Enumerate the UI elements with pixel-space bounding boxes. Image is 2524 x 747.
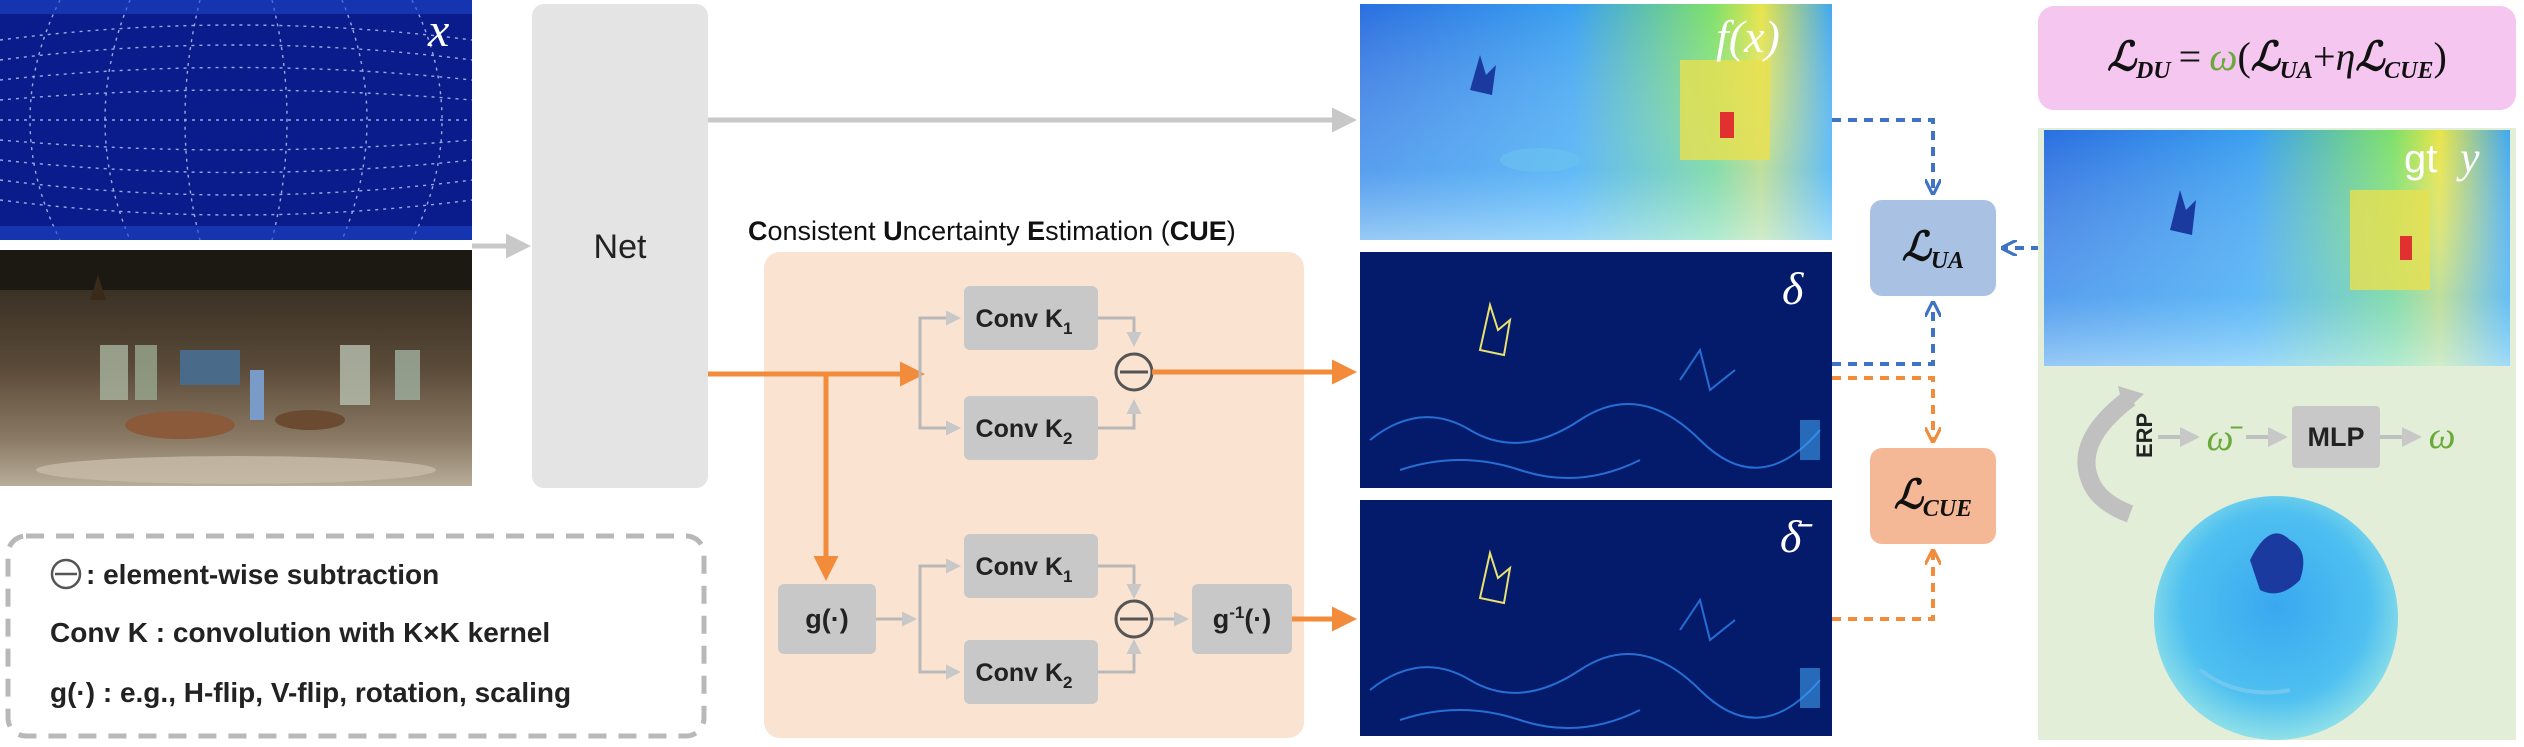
g-inverse-label: g-1(·): [1213, 603, 1272, 634]
subtract-icon-lower: [1114, 599, 1154, 639]
delta-to-cue-dashed-arrow: [1832, 376, 1933, 440]
legend-box: [5, 533, 707, 739]
fx-depth-image: [1360, 4, 1832, 240]
g-inverse-block: [1192, 584, 1292, 654]
cue-title: Consistent Uncertainty Estimation (CUE): [748, 216, 1236, 246]
delta-label: δ: [1782, 263, 1804, 314]
x-label: x: [427, 4, 449, 57]
gt-label: gt: [2404, 137, 2437, 181]
sphere-depth-image: [2154, 496, 2398, 740]
conv-k1-lower-label: Conv K1: [976, 553, 1073, 586]
rgb-panorama-image: [0, 250, 472, 486]
conv-k1-lower-block: [964, 534, 1098, 598]
delta-to-ua-dashed-arrow: [1832, 304, 1933, 366]
fx-to-ua-dashed-arrow: [1832, 118, 1933, 192]
loss-cue-box: [1870, 448, 1996, 544]
erp-curved-arrow-icon: [2077, 386, 2144, 523]
conv-k2-upper-label: Conv K2: [976, 415, 1073, 448]
conv-k2-lower-label: Conv K2: [976, 659, 1073, 692]
fx-label: f(x): [1716, 11, 1780, 62]
conv-k1-upper-label: Conv K1: [976, 305, 1073, 338]
conv-k2-upper-block: [964, 396, 1098, 460]
legend-line-3: g(·) : e.g., H-flip, V-flip, rotation, s…: [50, 677, 571, 708]
net-block: [532, 4, 708, 488]
subtract-icon-upper: [1114, 352, 1154, 392]
loss-ua-label: ℒUA: [1902, 224, 1964, 274]
upper-branch-lines: [918, 310, 1142, 436]
legend-line-1: : element-wise subtraction: [86, 559, 439, 590]
gt-depth-image: [2044, 130, 2510, 366]
conv-k1-upper-block: [964, 286, 1098, 350]
delta-bar-to-cue-dashed-arrow: [1832, 552, 1933, 621]
loss-du-formula-box: [2038, 6, 2516, 110]
loss-cue-label: ℒCUE: [1894, 472, 1972, 522]
mlp-label: MLP: [2308, 422, 2365, 452]
y-label: y: [2456, 133, 2480, 182]
net-label: Net: [594, 228, 647, 266]
lower-branch-lines: [876, 558, 1189, 680]
erp-label: ERP: [2132, 413, 2157, 458]
loss-ua-box: [1870, 200, 1996, 296]
omega-label: ω: [2429, 415, 2456, 457]
delta-bar-uncertainty-image: [1360, 500, 1832, 736]
delta-uncertainty-image: [1360, 252, 1832, 488]
g-transform-label: g(·): [805, 604, 848, 634]
mlp-block: [2292, 406, 2380, 468]
g-transform-block: [778, 584, 876, 654]
loss-du-formula: ℒDU = ω(ℒUA+ηℒCUE): [2107, 34, 2447, 84]
legend-line-2: Conv K : convolution with K×K kernel: [50, 617, 550, 648]
conv-k2-lower-block: [964, 640, 1098, 704]
legend-subtract-icon: [50, 558, 82, 590]
distortion-map-image: [0, 0, 473, 241]
